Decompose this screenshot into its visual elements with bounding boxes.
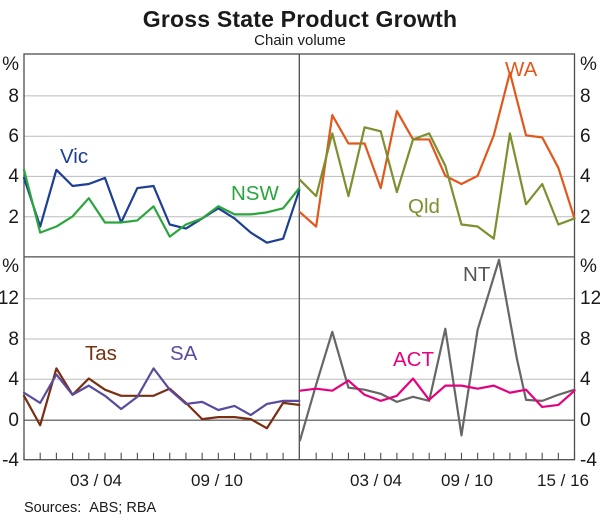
svg-text:4: 4 [580, 166, 591, 187]
svg-text:12: 12 [580, 288, 600, 309]
svg-text:%: % [580, 256, 597, 277]
svg-text:8: 8 [8, 86, 19, 107]
svg-text:2: 2 [580, 207, 591, 228]
svg-text:-4: -4 [2, 450, 19, 471]
svg-text:8: 8 [580, 329, 591, 350]
svg-text:0: 0 [580, 410, 591, 431]
svg-text:09 / 10: 09 / 10 [191, 471, 243, 490]
svg-text:6: 6 [580, 126, 591, 147]
svg-text:6: 6 [8, 126, 19, 147]
svg-text:NT: NT [463, 263, 491, 286]
svg-text:8: 8 [580, 86, 591, 107]
svg-text:4: 4 [580, 369, 591, 390]
svg-text:09 / 10: 09 / 10 [441, 471, 493, 490]
svg-text:4: 4 [8, 166, 19, 187]
svg-text:-4: -4 [580, 450, 597, 471]
svg-text:0: 0 [8, 410, 19, 431]
svg-text:Tas: Tas [85, 342, 117, 365]
svg-text:Qld: Qld [408, 195, 440, 218]
svg-text:WA: WA [505, 58, 538, 81]
svg-text:03 / 04: 03 / 04 [350, 471, 402, 490]
svg-text:Vic: Vic [60, 145, 88, 168]
svg-text:NSW: NSW [231, 182, 279, 205]
svg-text:ACT: ACT [393, 348, 434, 371]
svg-text:03 / 04: 03 / 04 [70, 471, 122, 490]
svg-text:SA: SA [170, 342, 198, 365]
svg-text:4: 4 [8, 369, 19, 390]
svg-text:2: 2 [8, 207, 19, 228]
svg-text:%: % [2, 54, 19, 75]
svg-text:%: % [2, 256, 19, 277]
svg-text:%: % [580, 54, 597, 75]
svg-text:8: 8 [8, 329, 19, 350]
svg-text:12: 12 [0, 288, 19, 309]
svg-text:15 / 16: 15 / 16 [537, 471, 589, 490]
